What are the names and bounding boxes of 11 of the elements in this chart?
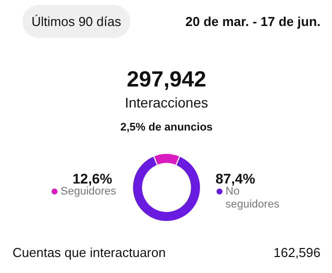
text: Últimos 90 días	[32, 14, 122, 29]
text: 2,5% de anuncios	[120, 122, 213, 134]
legend-label: No seguidores	[226, 186, 280, 210]
legend-label: Seguidores	[60, 186, 117, 198]
text: Cuentas que interactuaron	[12, 245, 166, 260]
text: 162,596	[274, 245, 321, 260]
chart-subtitle: Interacciones	[124, 94, 208, 110]
text: 20 de mar. - 17 de jun.	[185, 14, 321, 29]
data-label: 87,4%	[216, 170, 256, 186]
chart-title: 297,942	[126, 66, 206, 92]
data-label: 12,6%	[72, 170, 113, 186]
